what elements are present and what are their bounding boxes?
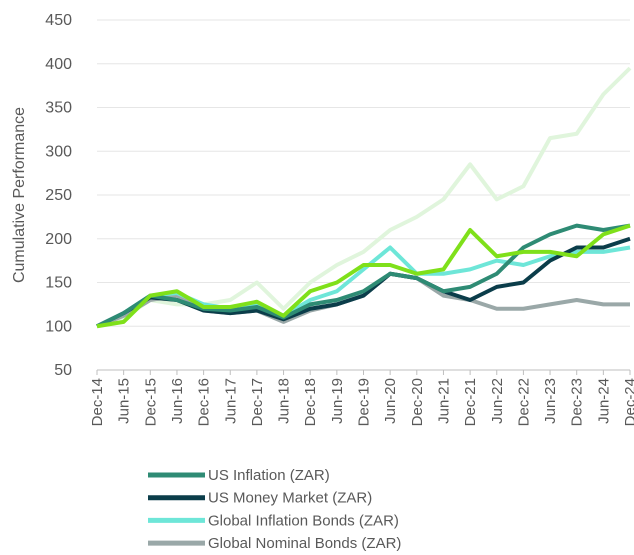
y-tick-label: 300 — [45, 143, 72, 160]
legend-label: US Money Market (ZAR) — [208, 490, 372, 507]
series-line — [96, 66, 632, 329]
y-tick-label: 150 — [45, 275, 72, 292]
x-tick-label: Jun-24 — [595, 378, 612, 424]
series-line — [96, 223, 631, 329]
y-tick-label: 200 — [45, 231, 72, 248]
y-tick-label: 350 — [45, 100, 72, 117]
x-tick-label: Dec-18 — [302, 378, 319, 426]
y-tick-label: 450 — [45, 12, 72, 29]
y-axis-title: Cumulative Performance — [11, 107, 28, 283]
x-tick-label: Jun-17 — [222, 378, 239, 424]
y-tick-label: 250 — [45, 187, 72, 204]
x-tick-label: Dec-14 — [89, 378, 106, 426]
x-tick-label: Jun-21 — [435, 378, 452, 424]
x-tick-label: Jun-19 — [329, 378, 346, 424]
x-tick-label: Dec-22 — [515, 378, 532, 426]
y-tick-label: 100 — [45, 318, 72, 335]
x-tick-label: Dec-24 — [622, 378, 634, 426]
x-tick-label: Dec-20 — [409, 378, 426, 426]
x-tick-label: Jun-16 — [169, 378, 186, 424]
x-tick-label: Dec-16 — [196, 378, 213, 426]
x-tick-label: Jun-23 — [542, 378, 559, 424]
y-tick-label: 50 — [54, 362, 72, 379]
x-tick-label: Jun-22 — [489, 378, 506, 424]
legend-label: US Inflation (ZAR) — [208, 467, 330, 484]
x-tick-label: Dec-15 — [142, 378, 159, 426]
x-tick-label: Dec-21 — [462, 378, 479, 426]
x-tick-label: Dec-19 — [356, 378, 373, 426]
legend-label: Global Nominal Bonds (ZAR) — [208, 535, 401, 552]
x-tick-label: Jun-15 — [116, 378, 133, 424]
x-tick-label: Dec-23 — [569, 378, 586, 426]
x-tick-label: Jun-20 — [382, 378, 399, 424]
series-line — [96, 223, 631, 329]
x-tick-label: Dec-17 — [249, 378, 266, 426]
y-tick-label: 400 — [45, 56, 72, 73]
x-tick-label: Jun-18 — [276, 378, 293, 424]
legend-label: Global Inflation Bonds (ZAR) — [208, 512, 399, 529]
